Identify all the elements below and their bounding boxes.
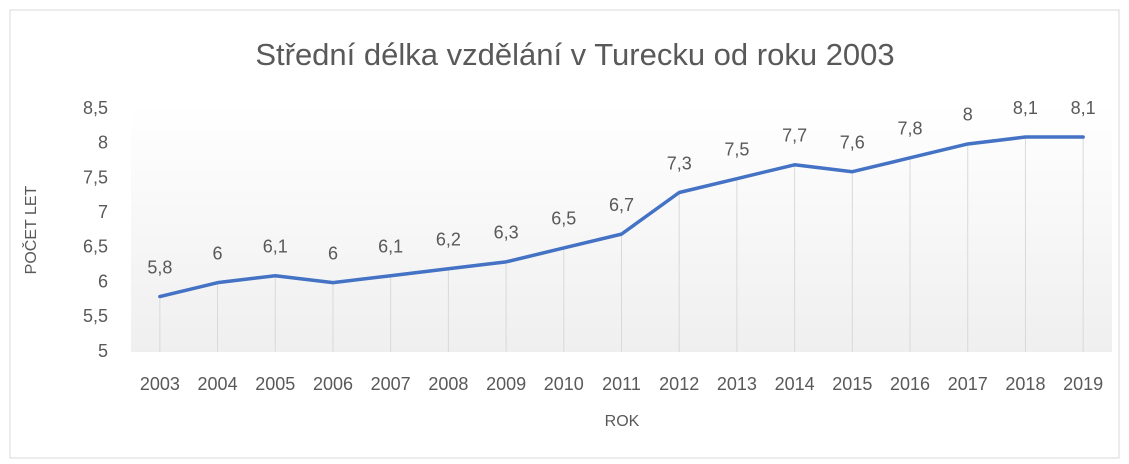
data-label: 8 bbox=[963, 105, 973, 125]
x-tick-label: 2005 bbox=[255, 374, 295, 394]
data-label: 6,1 bbox=[263, 236, 288, 256]
x-tick-label: 2013 bbox=[717, 374, 757, 394]
data-label: 6,1 bbox=[378, 236, 403, 256]
x-tick-label: 2017 bbox=[948, 374, 988, 394]
data-label: 7,8 bbox=[898, 119, 923, 139]
data-label: 7,6 bbox=[840, 132, 865, 152]
data-label: 6 bbox=[328, 243, 338, 263]
y-axis-label: POČET LET bbox=[21, 185, 40, 274]
y-tick-label: 8 bbox=[98, 133, 108, 153]
data-label: 6,2 bbox=[436, 230, 461, 250]
data-label: 6 bbox=[213, 243, 223, 263]
data-label: 6,7 bbox=[609, 195, 634, 215]
data-label: 5,8 bbox=[147, 257, 172, 277]
x-axis-label: ROK bbox=[605, 413, 640, 430]
data-label: 6,3 bbox=[494, 223, 519, 243]
y-tick-label: 5,5 bbox=[83, 306, 108, 326]
x-tick-label: 2014 bbox=[775, 374, 815, 394]
x-tick-label: 2007 bbox=[371, 374, 411, 394]
data-label: 7,7 bbox=[782, 126, 807, 146]
data-label: 7,5 bbox=[724, 139, 749, 159]
series-line bbox=[158, 135, 1085, 299]
x-tick-label: 2010 bbox=[544, 374, 584, 394]
x-tick-label: 2004 bbox=[198, 374, 238, 394]
x-tick-label: 2003 bbox=[140, 374, 180, 394]
y-tick-label: 6 bbox=[98, 271, 108, 291]
data-label: 7,3 bbox=[667, 153, 692, 173]
data-label: 6,5 bbox=[551, 209, 576, 229]
y-tick-label: 8,5 bbox=[83, 98, 108, 118]
y-tick-label: 6,5 bbox=[83, 237, 108, 257]
x-tick-label: 2016 bbox=[890, 374, 930, 394]
x-tick-label: 2009 bbox=[486, 374, 526, 394]
y-tick-label: 7,5 bbox=[83, 167, 108, 187]
x-tick-label: 2012 bbox=[659, 374, 699, 394]
y-tick-label: 7 bbox=[98, 202, 108, 222]
x-tick-label: 2015 bbox=[832, 374, 872, 394]
x-tick-label: 2006 bbox=[313, 374, 353, 394]
x-tick-label: 2019 bbox=[1063, 374, 1103, 394]
chart-title: Střední délka vzdělání v Turecku od roku… bbox=[255, 37, 894, 72]
data-label: 8,1 bbox=[1013, 98, 1038, 118]
x-tick-label: 2011 bbox=[602, 374, 641, 394]
data-label: 8,1 bbox=[1071, 98, 1096, 118]
y-tick-label: 5 bbox=[98, 341, 108, 361]
x-tick-label: 2008 bbox=[428, 374, 468, 394]
x-tick-label: 2018 bbox=[1005, 374, 1045, 394]
